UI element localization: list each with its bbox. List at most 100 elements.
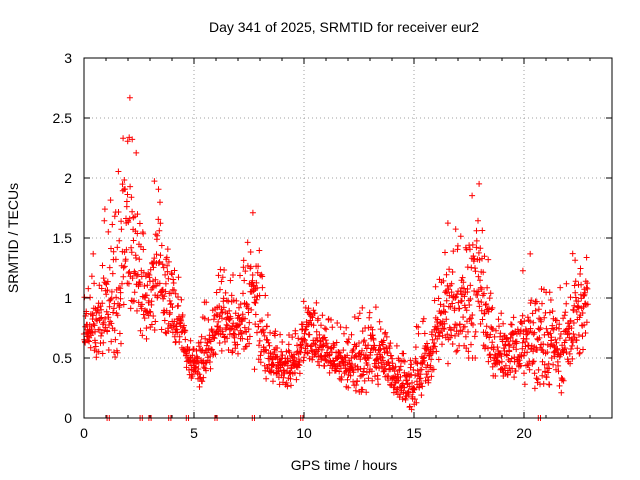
data-point <box>415 324 422 331</box>
data-point <box>542 368 549 375</box>
data-point <box>517 362 524 369</box>
data-point <box>528 297 535 304</box>
data-point <box>116 330 123 337</box>
data-point <box>120 264 127 271</box>
data-point <box>251 366 258 373</box>
data-point <box>236 321 243 328</box>
data-point <box>247 263 254 270</box>
data-point <box>342 368 349 375</box>
data-point <box>367 349 374 356</box>
data-point <box>337 324 344 331</box>
data-point <box>165 275 172 282</box>
data-point <box>361 365 368 372</box>
data-point <box>531 370 538 377</box>
data-point <box>479 316 486 323</box>
data-point <box>504 352 511 359</box>
data-point <box>363 389 370 396</box>
data-point <box>222 289 229 296</box>
data-point <box>482 302 489 308</box>
data-point <box>405 391 412 398</box>
data-point <box>456 305 463 312</box>
data-point <box>356 310 363 317</box>
data-point <box>446 292 453 299</box>
data-point <box>136 256 143 263</box>
data-point <box>366 309 373 316</box>
data-point <box>239 335 246 342</box>
data-point <box>340 347 347 354</box>
data-point <box>520 352 527 359</box>
data-point <box>108 320 115 327</box>
data-point <box>444 220 451 227</box>
data-point <box>150 313 157 319</box>
data-point <box>445 286 452 293</box>
data-point <box>532 307 539 314</box>
data-point <box>462 304 469 311</box>
data-point <box>159 261 166 268</box>
data-point <box>466 302 473 308</box>
data-point <box>530 319 537 326</box>
data-point <box>135 299 142 306</box>
data-point <box>196 343 203 350</box>
data-point <box>458 297 465 304</box>
data-point <box>301 337 308 344</box>
data-point <box>456 321 463 328</box>
data-point <box>548 334 555 341</box>
data-point <box>242 268 249 275</box>
data-point <box>163 307 170 314</box>
data-point <box>460 314 467 321</box>
data-point <box>315 315 322 322</box>
data-point <box>91 280 98 287</box>
data-point <box>439 332 446 339</box>
data-point <box>409 379 415 386</box>
data-point <box>254 269 261 276</box>
data-point <box>506 348 513 355</box>
data-point <box>376 342 383 349</box>
data-point <box>577 271 584 277</box>
data-point <box>87 294 94 301</box>
data-point <box>321 353 328 360</box>
data-point <box>148 321 155 328</box>
data-point <box>462 333 469 340</box>
data-point <box>557 284 564 291</box>
data-point <box>133 149 140 156</box>
data-point <box>352 387 359 394</box>
data-point <box>108 295 115 302</box>
data-point <box>323 326 330 333</box>
data-point <box>219 315 225 322</box>
data-point <box>546 365 553 372</box>
data-point <box>98 285 105 292</box>
data-point <box>536 326 543 333</box>
data-point <box>221 267 228 273</box>
data-point <box>466 316 473 323</box>
data-point <box>129 208 136 215</box>
data-point <box>380 337 387 344</box>
data-point <box>476 303 483 310</box>
data-point <box>437 301 444 308</box>
data-point <box>568 325 575 332</box>
data-point <box>319 312 326 319</box>
y-tick-label: 2 <box>64 170 72 186</box>
data-point <box>508 355 515 362</box>
data-point <box>108 245 114 252</box>
data-point <box>115 209 122 215</box>
data-point <box>92 328 98 335</box>
data-point <box>401 384 408 391</box>
data-point <box>296 359 303 365</box>
data-point <box>568 335 575 342</box>
data-point <box>479 227 486 234</box>
data-point <box>410 366 417 373</box>
data-point <box>182 336 189 343</box>
data-point <box>161 317 168 324</box>
data-point <box>245 326 252 333</box>
data-point <box>448 280 455 287</box>
data-point <box>369 332 376 339</box>
data-point <box>130 237 137 244</box>
data-point <box>471 333 478 340</box>
data-point <box>580 292 587 299</box>
data-point <box>539 300 545 307</box>
data-point <box>562 337 569 344</box>
data-point <box>286 349 293 356</box>
data-point <box>307 317 314 324</box>
data-point <box>359 386 366 393</box>
data-point <box>475 288 482 295</box>
